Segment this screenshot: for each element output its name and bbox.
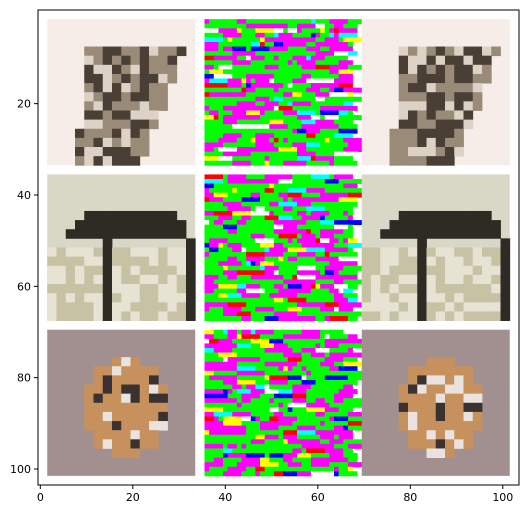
tile-pavilion-reconstruction <box>361 174 511 321</box>
y-tick-label: 20 <box>17 98 31 111</box>
y-tick-label: 100 <box>10 463 31 476</box>
tile-puppy-reconstruction <box>361 329 510 476</box>
x-tick-label: 40 <box>218 491 232 504</box>
x-tick-label: 0 <box>37 491 44 504</box>
tile-puppy-original <box>47 329 196 476</box>
y-tick-label: 40 <box>17 189 31 202</box>
image-tiles <box>47 19 511 477</box>
x-tick-label: 100 <box>492 491 513 504</box>
y-axis: 20 40 60 80 100 <box>10 98 38 476</box>
x-tick-label: 80 <box>403 491 417 504</box>
tile-truck-noise <box>204 19 367 166</box>
axes-frame <box>37 9 520 486</box>
tile-truck-reconstruction <box>361 19 510 166</box>
y-tick-label: 80 <box>17 372 31 385</box>
x-axis: 0 20 40 60 80 100 <box>37 485 513 504</box>
x-tick-label: 20 <box>126 491 140 504</box>
x-tick-label: 60 <box>311 491 325 504</box>
tile-pavilion-original <box>47 174 196 321</box>
tile-puppy-noise <box>204 329 367 477</box>
tile-truck-original <box>47 19 196 166</box>
tile-pavilion-noise <box>204 174 367 321</box>
y-tick-label: 60 <box>17 280 31 293</box>
